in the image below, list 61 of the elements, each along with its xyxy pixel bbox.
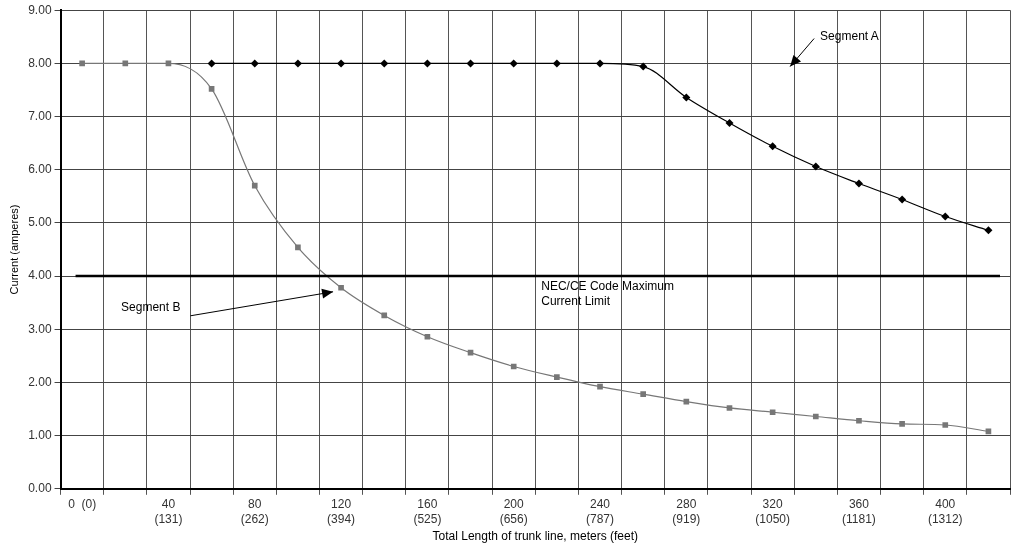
y-tick-label: 9.00 <box>28 2 52 17</box>
point <box>725 118 734 127</box>
x-tick-label: 200 (656) <box>499 497 528 526</box>
point <box>941 212 950 221</box>
y-tick-label: 3.00 <box>28 321 52 336</box>
x-tick-label: 160 (525) <box>413 497 442 526</box>
y-tick-label: 5.00 <box>28 215 52 230</box>
x-tick-label: 40 (131) <box>154 497 183 526</box>
point <box>250 59 259 68</box>
point <box>337 59 346 68</box>
x-tick-label: 120 (394) <box>327 497 356 526</box>
point <box>79 60 85 67</box>
point <box>295 244 301 251</box>
point <box>769 409 776 416</box>
point <box>251 182 258 189</box>
point <box>424 333 431 340</box>
point <box>854 179 863 188</box>
point <box>726 405 733 411</box>
y-tick-label: 8.00 <box>28 55 52 70</box>
point <box>423 59 432 68</box>
point <box>554 374 560 380</box>
point <box>899 421 905 427</box>
point <box>768 142 777 151</box>
point <box>510 363 517 370</box>
point <box>338 284 344 291</box>
y-tick-label: 4.00 <box>28 268 52 283</box>
x-tick-label: 240 (787) <box>586 497 615 526</box>
point <box>811 162 820 171</box>
point <box>640 391 646 397</box>
y-axis-title: Current (amperes) <box>7 204 20 295</box>
point <box>682 93 691 102</box>
point <box>683 398 690 405</box>
point <box>597 383 603 390</box>
x-axis-title: Total Length of trunk line, meters (feet) <box>432 529 638 544</box>
point <box>208 86 215 92</box>
point <box>898 195 907 204</box>
y-tick-label: 0.00 <box>28 481 52 496</box>
point <box>293 59 302 68</box>
y-tick-label: 1.00 <box>28 427 52 442</box>
point <box>381 312 388 319</box>
point <box>380 59 389 68</box>
y-tick-label: 2.00 <box>28 374 52 389</box>
y-tick-label: 6.00 <box>28 162 52 177</box>
x-tick-label: 0 (0) <box>68 497 97 512</box>
point <box>207 59 216 68</box>
point <box>509 59 518 68</box>
point <box>984 226 993 235</box>
point <box>639 62 648 71</box>
y-tick-label: 7.00 <box>28 108 52 123</box>
point <box>856 417 862 424</box>
point <box>942 422 949 428</box>
point <box>596 59 605 68</box>
point <box>552 59 561 68</box>
point <box>466 59 475 68</box>
point <box>812 413 819 420</box>
point <box>122 60 129 67</box>
x-tick-label: 80 (262) <box>240 497 269 526</box>
x-tick-label: 320 (1050) <box>755 497 790 526</box>
x-tick-label: 360 (1181) <box>842 497 876 526</box>
x-tick-label: 400 (1312) <box>927 497 963 526</box>
x-tick-label: 280 (919) <box>672 497 701 526</box>
